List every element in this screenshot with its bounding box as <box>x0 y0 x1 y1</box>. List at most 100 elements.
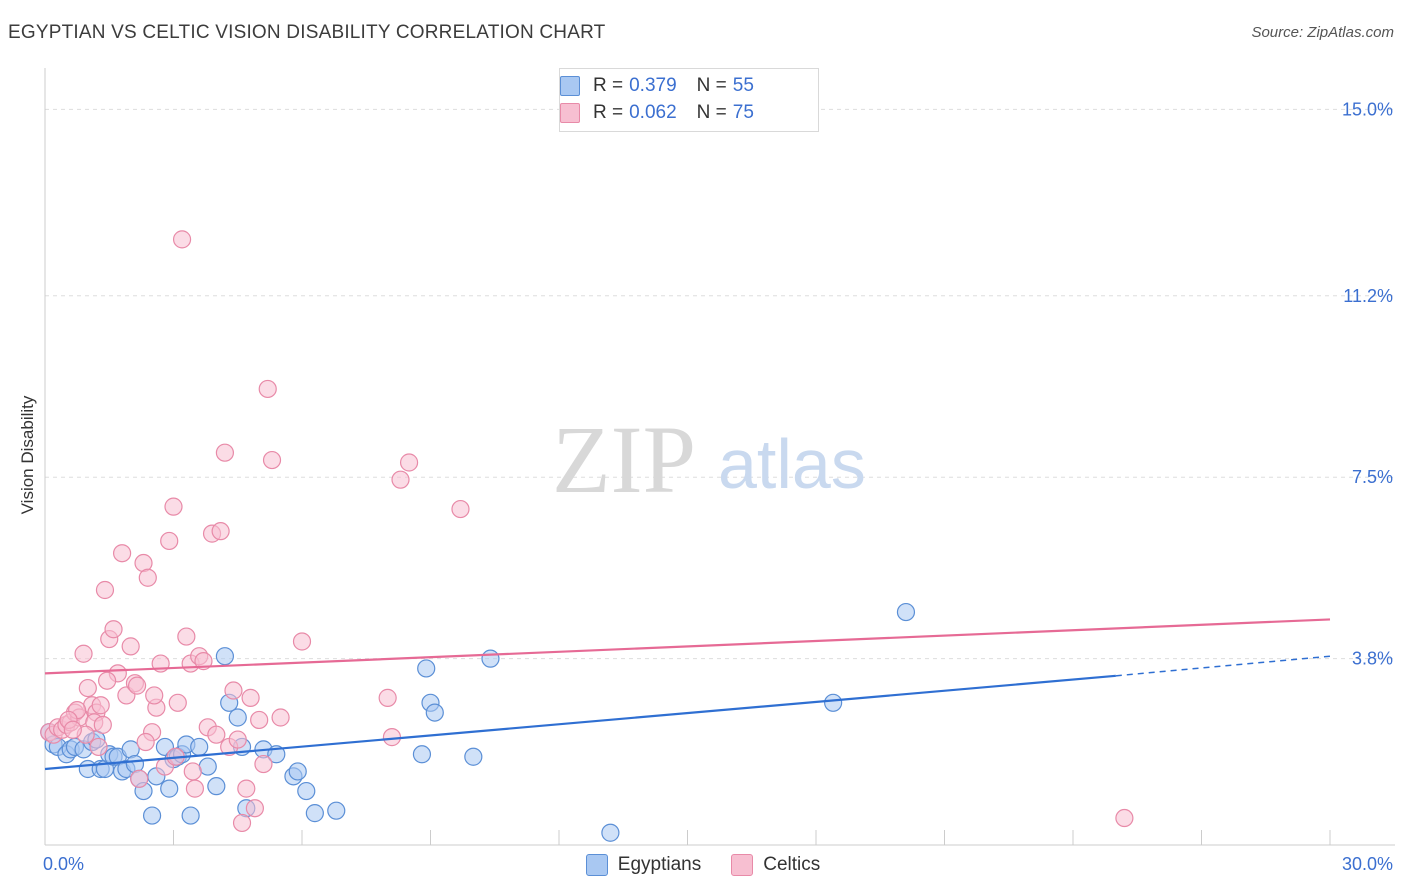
x-tick-label: 0.0% <box>43 854 84 874</box>
r-label: R = <box>593 102 624 123</box>
grid <box>45 108 1395 660</box>
watermark: ZIP atlas <box>552 406 866 513</box>
stats-box: R = 0.379 N = 55 R = 0.062 N = 75 <box>559 68 819 132</box>
celtics-point <box>245 799 264 818</box>
egyptians-point <box>142 806 162 825</box>
celtics-point <box>271 708 290 727</box>
celtics-point <box>177 627 196 646</box>
egyptians-point <box>601 823 620 842</box>
celtics-point <box>391 470 410 489</box>
legend-label: Egyptians <box>617 854 702 875</box>
celtics-point <box>228 730 247 749</box>
celtics-point <box>168 693 187 712</box>
egyptians-point <box>190 737 209 757</box>
celtics-point <box>130 769 149 788</box>
egyptians-point <box>288 762 307 781</box>
egyptians-point <box>327 801 346 820</box>
axes <box>44 68 1395 846</box>
egyptians-point <box>305 804 324 823</box>
celtics-point <box>378 688 397 707</box>
celtics-point <box>164 497 183 516</box>
egyptians-point <box>215 647 234 666</box>
celtics-point <box>138 568 157 587</box>
celtics-swatch <box>731 854 754 876</box>
celtics-point <box>237 779 256 798</box>
n-label: N = <box>696 75 727 96</box>
n-label: N = <box>696 102 727 123</box>
r-value: 0.062 <box>629 102 677 123</box>
celtics-point <box>382 728 402 747</box>
celtics-point <box>250 710 269 730</box>
celtics-point <box>121 637 140 656</box>
celtics-point <box>98 671 117 690</box>
egyptians-swatch <box>585 854 608 876</box>
stats-row-celtics: R = 0.062 N = 75 <box>560 102 754 124</box>
tick-labels: 3.8% 7.5% 11.2% 15.0% 0.0% 30.0% <box>43 99 1393 874</box>
celtics-point <box>136 732 155 752</box>
r-label: R = <box>593 75 624 96</box>
egyptians-trend-line <box>44 674 1116 771</box>
celtics-point <box>183 762 202 781</box>
celtics-point <box>172 230 192 249</box>
y-tick-label: 11.2% <box>1343 286 1393 306</box>
celtics-point <box>145 686 164 705</box>
celtics-point <box>292 632 312 651</box>
chart-title: EGYPTIAN VS CELTIC VISION DISABILITY COR… <box>8 22 606 43</box>
y-tick-label: 15.0% <box>1342 99 1393 119</box>
celtics-point <box>185 779 205 798</box>
celtics-point <box>194 652 213 671</box>
celtics-point <box>1115 808 1134 828</box>
stats-row-egyptians: R = 0.379 N = 55 <box>560 75 754 97</box>
trend-lines <box>44 618 1331 771</box>
source-label: Source: ZipAtlas.com <box>1251 24 1394 41</box>
celtics-point <box>207 725 226 744</box>
legend-label: Celtics <box>763 854 821 875</box>
egyptians-point <box>228 708 247 727</box>
celtics-point <box>160 531 179 551</box>
celtics-point <box>211 522 230 541</box>
celtics-point <box>241 688 260 707</box>
egyptians-point <box>481 649 500 668</box>
celtics-point <box>127 676 147 695</box>
egyptians-point <box>160 779 179 798</box>
celtics-point <box>78 678 97 698</box>
celtics-point <box>95 580 115 600</box>
celtics-point <box>451 499 470 519</box>
watermark-atlas: atlas <box>718 425 866 503</box>
x-tick-label: 30.0% <box>1342 854 1393 874</box>
watermark-zip: ZIP <box>552 406 696 513</box>
y-tick-label: 7.5% <box>1352 467 1393 487</box>
egyptians-point <box>896 602 916 622</box>
celtics-point <box>74 644 93 663</box>
egyptians-trend-extension <box>1115 655 1331 677</box>
n-value: 55 <box>732 75 754 96</box>
r-value: 0.379 <box>629 75 677 96</box>
celtics-point <box>91 696 110 715</box>
data-points <box>40 230 1134 842</box>
legend: Egyptians Celtics <box>0 852 1406 878</box>
egyptians-point <box>824 693 843 712</box>
celtics-point <box>262 450 282 470</box>
egyptians-point <box>464 747 483 766</box>
celtics-point <box>224 681 243 700</box>
legend-item-celtics[interactable]: Celtics <box>731 852 820 878</box>
celtics-swatch <box>560 103 580 123</box>
n-value: 75 <box>732 102 754 123</box>
egyptians-point <box>207 777 226 796</box>
celtics-trend-line <box>44 618 1331 675</box>
celtics-point <box>93 715 112 734</box>
egyptians-point <box>417 659 436 678</box>
celtics-point <box>258 379 277 399</box>
celtics-point <box>112 544 132 563</box>
celtics-point <box>104 620 123 639</box>
celtics-point <box>399 453 419 472</box>
legend-item-egyptians[interactable]: Egyptians <box>585 852 702 878</box>
egyptians-point <box>198 757 217 776</box>
egyptians-point <box>425 703 444 722</box>
celtics-point <box>89 737 108 757</box>
celtics-point <box>254 754 273 774</box>
egyptians-point <box>297 781 316 801</box>
y-tick-label: 3.8% <box>1352 649 1393 669</box>
egyptians-point <box>181 806 200 825</box>
